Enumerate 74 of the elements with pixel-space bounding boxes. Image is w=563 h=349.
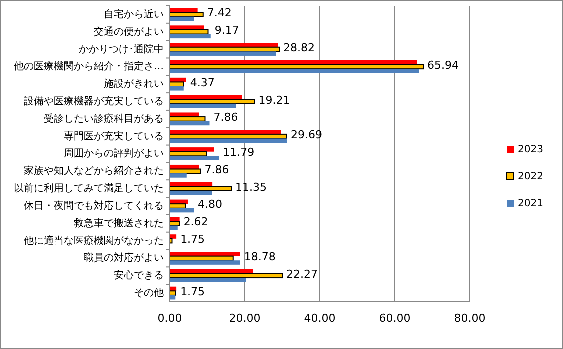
y-tick-label: 交通の便がよい (94, 26, 164, 38)
y-tick-label: その他 (134, 287, 164, 300)
bar (170, 104, 236, 108)
data-label: 22.27 (286, 268, 318, 281)
x-tick-label: 20.00 (229, 312, 261, 325)
bar (170, 204, 186, 209)
bar (170, 60, 418, 65)
bar (170, 29, 209, 35)
data-label: 65.94 (428, 58, 459, 72)
bar (170, 116, 206, 122)
y-tick-label: 自宅から近い (104, 8, 164, 20)
bar (170, 278, 246, 282)
data-label: 18.78 (244, 250, 276, 264)
bar (170, 12, 204, 18)
y-tick-label: 安心できる (114, 270, 164, 282)
bar (170, 217, 180, 222)
x-tick-label: 60.00 (379, 312, 411, 325)
bar (170, 260, 240, 265)
bar (170, 69, 419, 74)
data-label: 11.79 (223, 146, 255, 160)
bar (170, 43, 278, 48)
y-tick-label: 受診したい診療科目がある (44, 112, 164, 125)
x-tick-label: 0.00 (158, 312, 182, 325)
bar (170, 190, 212, 196)
bar (170, 86, 184, 91)
y-tick-label: 休日・夜間でも対応してくれる (24, 200, 164, 212)
data-label: 29.69 (291, 128, 322, 142)
bar (170, 148, 214, 152)
y-tick-label: 専門医が充実している (64, 130, 164, 142)
bar (170, 186, 232, 192)
bar (170, 208, 194, 213)
y-tick-label: 周囲からの評判がよい (64, 148, 164, 160)
data-label: 4.37 (190, 76, 215, 90)
data-label: 7.42 (207, 6, 232, 20)
bar (170, 164, 200, 170)
bar (170, 174, 187, 178)
legend-label: 2022 (518, 172, 544, 183)
y-tick-label: 救急車で搬送された (73, 217, 164, 230)
data-label: 4.80 (198, 198, 222, 212)
bar (170, 112, 200, 118)
data-label: 7.86 (214, 111, 238, 124)
y-tick-label: 設備や医療機器が充実している (24, 96, 164, 108)
bar (170, 121, 210, 126)
data-label: 1.75 (180, 285, 206, 298)
y-tick-label: 他の医療機関から紹介・指定さ… (14, 60, 164, 73)
bar (170, 156, 220, 160)
legend-label: 2021 (518, 198, 544, 210)
bar (170, 16, 194, 22)
data-label: 9.17 (214, 24, 240, 38)
bar (170, 26, 204, 30)
data-label: 2.62 (184, 216, 208, 229)
y-tick-label: 家族や知人などから紹介された (24, 165, 164, 178)
data-label: 28.82 (284, 42, 315, 55)
y-tick-label: かかりつけ･通院中 (79, 43, 164, 56)
x-tick-label: 80.00 (454, 312, 486, 325)
y-tick-label: 以前に利用してみて満足していた (14, 182, 164, 195)
x-tick-label: 40.00 (304, 312, 336, 325)
y-tick-label: 施設がきれい (104, 78, 164, 90)
bar (170, 273, 283, 279)
legend-label: 2023 (518, 144, 544, 156)
bar (170, 252, 240, 256)
y-tick-label: 他に適当な医療機関がなかった (24, 234, 164, 247)
data-label: 1.75 (180, 233, 206, 246)
bar (170, 234, 177, 239)
data-label: 7.86 (204, 163, 230, 176)
bar (170, 99, 256, 104)
bar (170, 130, 282, 134)
bar (170, 138, 287, 144)
bar (170, 52, 276, 56)
y-tick-label: 職員の対応がよい (84, 252, 164, 264)
data-label: 11.35 (236, 180, 267, 194)
bar (170, 221, 180, 226)
bar (170, 34, 211, 39)
data-label: 19.21 (258, 94, 290, 107)
